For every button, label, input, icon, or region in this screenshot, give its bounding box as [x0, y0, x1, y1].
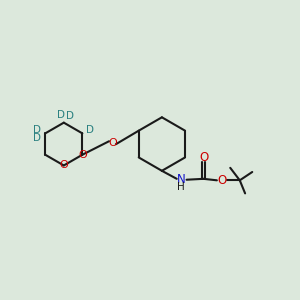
Text: H: H [177, 182, 185, 192]
Text: O: O [199, 151, 208, 164]
Text: O: O [218, 174, 227, 187]
Text: D: D [57, 110, 65, 120]
Text: N: N [177, 173, 186, 186]
Text: D: D [86, 125, 94, 135]
Text: D: D [66, 111, 74, 121]
Text: D: D [33, 133, 41, 143]
Text: O: O [59, 160, 68, 170]
Text: D: D [33, 125, 41, 135]
Text: O: O [108, 138, 117, 148]
Text: O: O [78, 150, 87, 160]
